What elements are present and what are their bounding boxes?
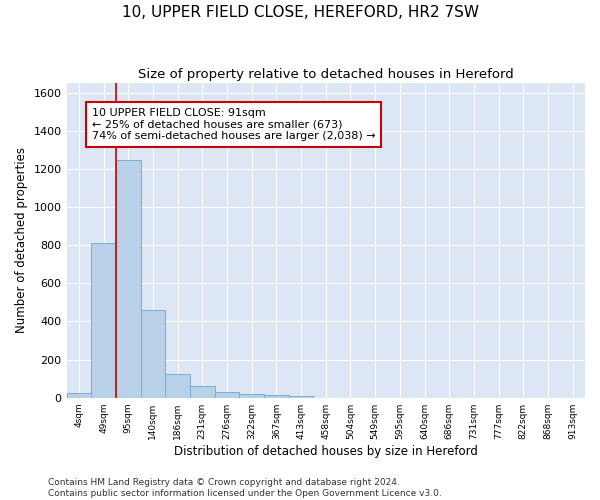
Bar	[190, 386, 215, 398]
Bar	[91, 243, 116, 398]
Bar	[140, 310, 165, 398]
Bar	[289, 396, 313, 398]
Text: 10, UPPER FIELD CLOSE, HEREFORD, HR2 7SW: 10, UPPER FIELD CLOSE, HEREFORD, HR2 7SW	[121, 5, 479, 20]
Text: 10 UPPER FIELD CLOSE: 91sqm
← 25% of detached houses are smaller (673)
74% of se: 10 UPPER FIELD CLOSE: 91sqm ← 25% of det…	[92, 108, 376, 141]
Y-axis label: Number of detached properties: Number of detached properties	[15, 148, 28, 334]
Bar	[67, 393, 91, 398]
Bar	[239, 394, 264, 398]
Bar	[165, 374, 190, 398]
Bar	[215, 392, 239, 398]
Text: Contains HM Land Registry data © Crown copyright and database right 2024.
Contai: Contains HM Land Registry data © Crown c…	[48, 478, 442, 498]
Title: Size of property relative to detached houses in Hereford: Size of property relative to detached ho…	[138, 68, 514, 80]
X-axis label: Distribution of detached houses by size in Hereford: Distribution of detached houses by size …	[174, 444, 478, 458]
Bar	[116, 160, 140, 398]
Bar	[264, 396, 289, 398]
